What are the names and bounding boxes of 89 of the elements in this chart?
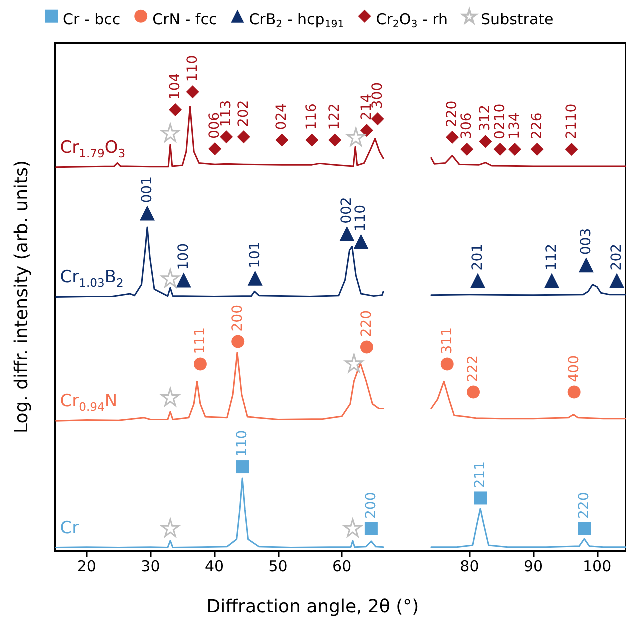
series-label: Cr xyxy=(60,518,80,538)
point xyxy=(371,112,384,126)
annotation: 003 xyxy=(578,228,594,256)
annotation: 122 xyxy=(327,104,344,130)
point xyxy=(530,142,544,156)
point xyxy=(440,358,454,371)
point xyxy=(186,86,200,99)
annotation: 134 xyxy=(506,112,523,140)
annotation: 306 xyxy=(459,112,476,140)
legend-label: CrN - fcc xyxy=(152,10,218,28)
point xyxy=(470,273,486,288)
point xyxy=(474,492,488,505)
point xyxy=(610,273,625,288)
point xyxy=(232,335,245,348)
annotation: 002 xyxy=(339,197,356,224)
point xyxy=(161,518,180,538)
x-tick-label: 20 xyxy=(77,558,96,576)
point xyxy=(237,130,250,144)
point xyxy=(306,134,319,147)
annotation: 220 xyxy=(576,492,593,519)
point xyxy=(276,134,289,147)
legend-label: Cr - bcc xyxy=(63,10,121,28)
point xyxy=(364,522,378,536)
annotation: 220 xyxy=(358,310,375,338)
point xyxy=(578,258,594,273)
point xyxy=(508,142,522,156)
point xyxy=(460,142,474,156)
annotation: 104 xyxy=(168,73,184,100)
point xyxy=(176,272,192,288)
y-axis-title: Log. diffr. intensity (arb. units) xyxy=(12,160,32,434)
point xyxy=(479,135,492,148)
annotation: 112 xyxy=(544,244,560,271)
point xyxy=(446,131,459,144)
annotation: 312 xyxy=(478,104,494,132)
annotation: 024 xyxy=(274,103,290,130)
annotation: 101 xyxy=(247,242,264,268)
annotation: 201 xyxy=(470,244,486,271)
point xyxy=(578,522,592,536)
annotation: 110 xyxy=(234,430,251,458)
point xyxy=(346,128,366,146)
annotation: 226 xyxy=(529,112,546,140)
point xyxy=(494,142,507,156)
point xyxy=(544,273,560,288)
annotation: 110 xyxy=(353,204,370,232)
point xyxy=(340,226,355,242)
point xyxy=(236,460,250,474)
annotation: 200 xyxy=(230,305,246,332)
x-tick-label: 50 xyxy=(268,558,288,576)
point xyxy=(565,142,578,156)
x-tick-label: 40 xyxy=(204,558,224,576)
point xyxy=(161,388,180,407)
point xyxy=(161,124,180,142)
x-tick-label: 100 xyxy=(582,558,612,576)
point xyxy=(360,124,374,138)
annotation: 202 xyxy=(236,100,252,128)
point xyxy=(344,518,362,538)
x-tick-label: 80 xyxy=(460,558,480,576)
annotation: 2110 xyxy=(564,104,580,140)
point xyxy=(208,142,222,156)
annotation: 222 xyxy=(466,355,482,382)
x-tick-label: 30 xyxy=(141,558,160,576)
point xyxy=(344,354,364,373)
point xyxy=(467,386,480,399)
x-tick-label: 60 xyxy=(332,558,352,576)
annotation: 116 xyxy=(304,103,320,130)
annotation: 110 xyxy=(184,55,201,82)
point xyxy=(161,269,180,288)
annotation: 311 xyxy=(439,327,456,354)
point xyxy=(354,234,369,250)
point xyxy=(194,358,207,371)
x-axis-title: Diffraction angle, 2θ (°) xyxy=(206,596,420,618)
annotation: 400 xyxy=(566,355,582,382)
point xyxy=(140,206,156,221)
annotation: 202 xyxy=(609,244,626,271)
point xyxy=(328,134,342,147)
annotation: 111 xyxy=(192,327,208,354)
annotation: 0210 xyxy=(492,104,508,140)
annotation: 220 xyxy=(444,100,460,128)
point xyxy=(169,104,182,116)
point xyxy=(360,340,374,354)
annotation: 200 xyxy=(363,492,380,519)
point xyxy=(568,386,581,399)
annotation: 211 xyxy=(472,461,489,488)
point xyxy=(220,130,234,144)
annotation: 100 xyxy=(176,244,192,270)
legend-label: Substrate xyxy=(481,10,554,28)
x-tick-label: 90 xyxy=(524,558,544,576)
point xyxy=(248,270,263,286)
annotation: 001 xyxy=(140,176,156,204)
